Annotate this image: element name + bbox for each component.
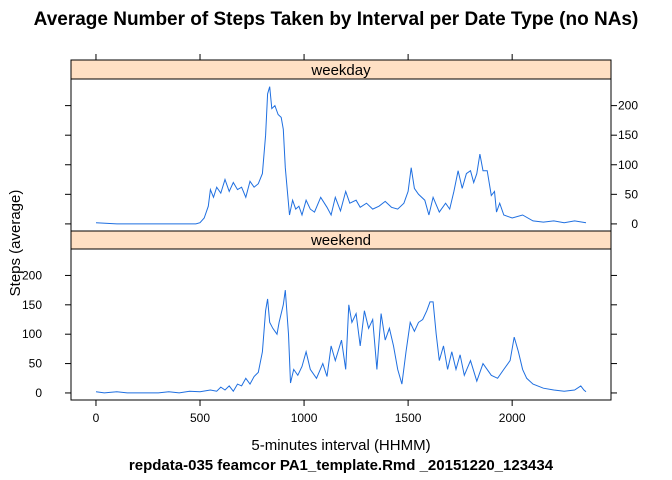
series-line-weekend <box>95 290 587 394</box>
y-axis-label: Steps (average) <box>7 190 24 297</box>
panel-weekend: weekend 0 50 100 150 200 <box>22 230 617 401</box>
strip-label-weekday: weekday <box>310 62 371 79</box>
y-tick-label-weekend-200: 200 <box>22 268 42 282</box>
chart-title: Average Number of Steps Taken by Interva… <box>34 9 639 30</box>
series-line-weekday <box>95 86 587 225</box>
y-tick-label-weekday-200: 200 <box>618 99 638 113</box>
y-tick-label-weekend-50: 50 <box>29 357 43 371</box>
y-tick-label-weekend-0: 0 <box>35 386 42 400</box>
x-tick-label-500: 500 <box>190 411 210 425</box>
x-tick-label-0: 0 <box>93 411 100 425</box>
y-tick-label-weekday-100: 100 <box>618 158 638 172</box>
y-tick-label-weekday-0: 0 <box>631 217 638 231</box>
strip-label-weekend: weekend <box>310 232 371 249</box>
x-tick-label-1500: 1500 <box>395 411 422 425</box>
x-axis-label: 5-minutes interval (HHMM) <box>251 437 430 454</box>
chart-caption: repdata-035 feamcor PA1_template.Rmd _20… <box>129 457 554 474</box>
x-tick-label-1000: 1000 <box>291 411 318 425</box>
panel-frame-weekend <box>70 248 612 401</box>
y-tick-label-weekday-150: 150 <box>618 128 638 142</box>
y-tick-label-weekday-50: 50 <box>625 187 639 201</box>
y-tick-label-weekend-100: 100 <box>22 327 42 341</box>
x-tick-label-2000: 2000 <box>499 411 526 425</box>
y-tick-label-weekend-150: 150 <box>22 298 42 312</box>
panel-weekday: weekday 0 50 100 150 200 <box>65 59 639 232</box>
